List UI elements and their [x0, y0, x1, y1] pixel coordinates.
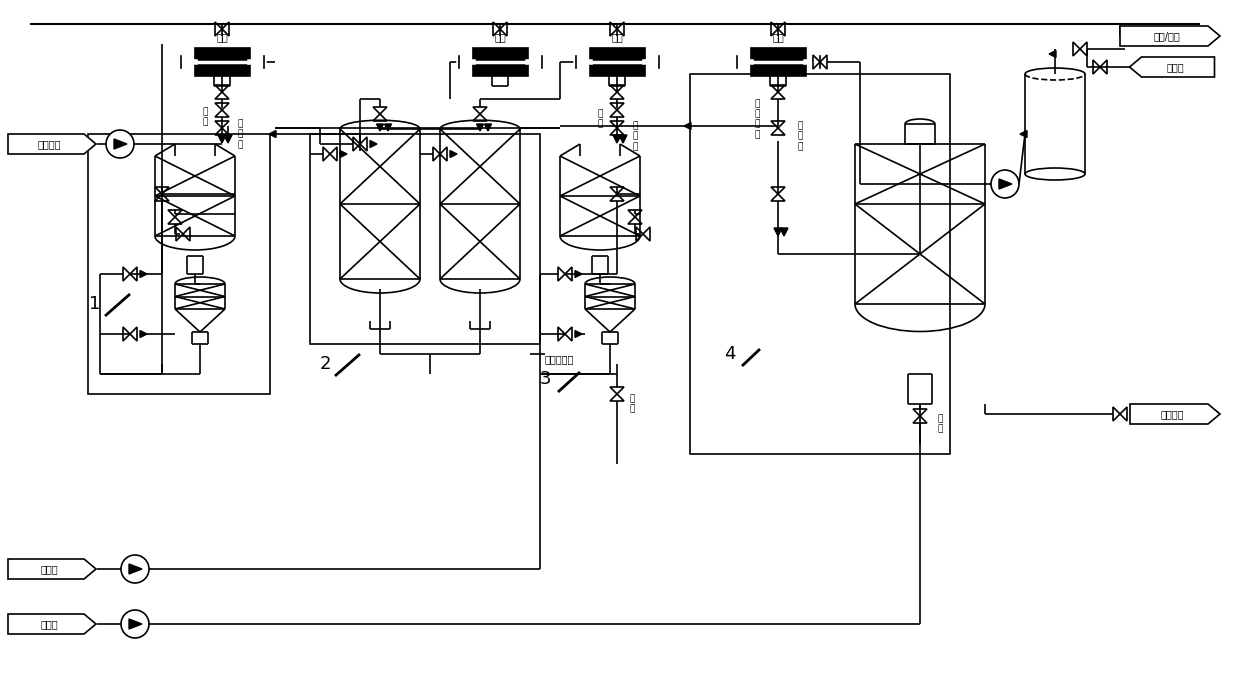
Polygon shape [476, 124, 484, 131]
Polygon shape [7, 134, 95, 154]
Polygon shape [780, 228, 787, 236]
Polygon shape [491, 59, 498, 66]
Polygon shape [340, 150, 347, 157]
Polygon shape [224, 135, 232, 143]
Text: 萃洗液: 萃洗液 [40, 619, 58, 629]
Text: 3: 3 [539, 370, 551, 388]
Polygon shape [370, 140, 377, 148]
Polygon shape [129, 564, 143, 574]
Text: 下层含固液: 下层含固液 [546, 354, 574, 364]
Text: 浓
缩
液: 浓 缩 液 [632, 121, 637, 151]
Text: 滤饼: 滤饼 [611, 32, 622, 42]
Text: 滤
液
回
用: 滤 液 回 用 [754, 99, 760, 139]
Circle shape [122, 555, 149, 583]
Text: 浓
缩
液: 浓 缩 液 [237, 119, 243, 149]
Text: 回
用: 回 用 [630, 394, 635, 414]
Polygon shape [763, 59, 769, 66]
Text: 1: 1 [89, 295, 100, 313]
Bar [88, 134, 270, 394]
Polygon shape [1130, 404, 1220, 424]
Bar [750, 48, 806, 76]
Polygon shape [619, 135, 627, 143]
Circle shape [991, 170, 1019, 198]
Polygon shape [1049, 51, 1056, 57]
Polygon shape [7, 614, 95, 634]
Polygon shape [999, 179, 1012, 189]
Polygon shape [575, 330, 582, 337]
Polygon shape [1021, 131, 1027, 137]
Polygon shape [608, 59, 615, 66]
Text: 浓
缩
液: 浓 缩 液 [797, 121, 802, 151]
Polygon shape [1130, 57, 1214, 77]
Polygon shape [269, 131, 277, 137]
Polygon shape [129, 619, 143, 629]
Circle shape [122, 610, 149, 638]
Text: 沉淀剂: 沉淀剂 [1166, 62, 1184, 72]
Polygon shape [1120, 26, 1220, 46]
Polygon shape [575, 270, 582, 278]
Polygon shape [205, 58, 213, 66]
Polygon shape [384, 124, 392, 131]
Text: 回
用: 回 用 [937, 415, 942, 434]
Polygon shape [684, 122, 691, 129]
Polygon shape [485, 124, 491, 131]
Text: 滤
液: 滤 液 [598, 109, 603, 129]
Polygon shape [218, 135, 226, 143]
Polygon shape [114, 139, 126, 149]
Text: 脱色剂: 脱色剂 [40, 564, 58, 574]
Text: 4: 4 [724, 345, 735, 363]
Polygon shape [774, 228, 782, 236]
Polygon shape [7, 559, 95, 579]
Bar [472, 48, 527, 76]
Bar [195, 48, 249, 76]
Bar [689, 74, 950, 454]
Polygon shape [140, 270, 148, 278]
Text: 达标净水: 达标净水 [1161, 409, 1184, 419]
Circle shape [105, 130, 134, 158]
Text: 滤饼: 滤饼 [773, 32, 784, 42]
Polygon shape [377, 124, 383, 131]
Polygon shape [613, 135, 621, 143]
Bar [589, 48, 645, 76]
Bar [310, 134, 539, 344]
Text: 滤饼: 滤饼 [494, 32, 506, 42]
Text: 滤
液: 滤 液 [202, 107, 207, 127]
Text: 2: 2 [319, 355, 331, 373]
Polygon shape [140, 330, 148, 337]
Polygon shape [450, 150, 458, 157]
Text: 含铬废水: 含铬废水 [37, 139, 61, 149]
Text: 滤饼: 滤饼 [216, 32, 228, 42]
Text: 危废/回用: 危废/回用 [1153, 31, 1180, 41]
